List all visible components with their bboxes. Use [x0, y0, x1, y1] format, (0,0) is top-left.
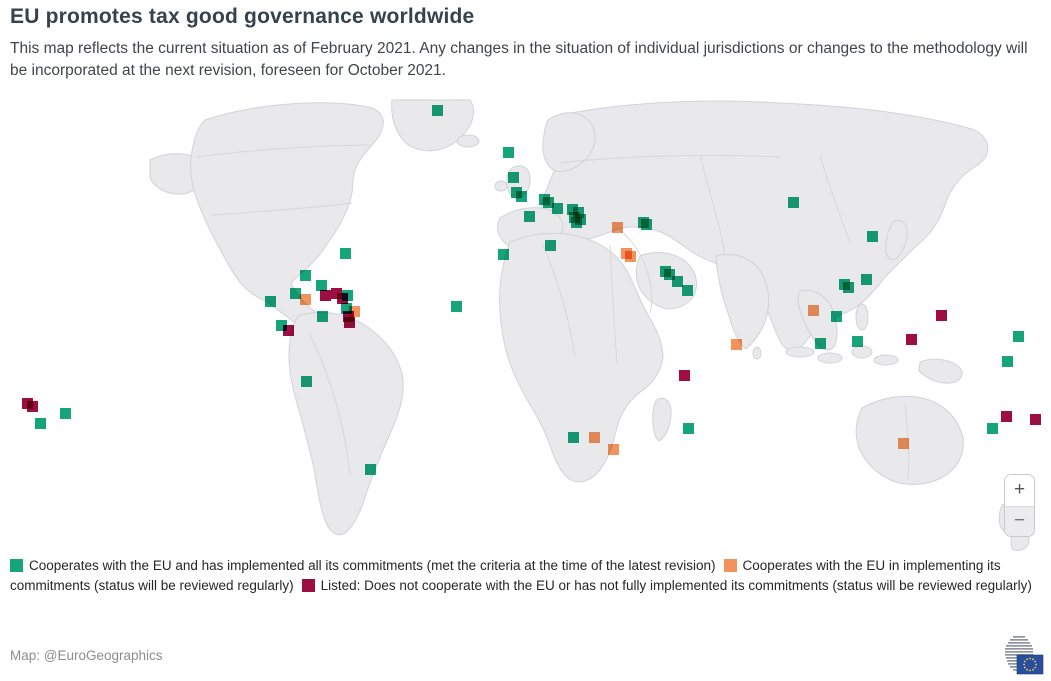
- map-marker-cooperates_implementing[interactable]: [730, 338, 742, 350]
- header: EU promotes tax good governance worldwid…: [10, 4, 1043, 82]
- map-marker-cooperates_implemented[interactable]: [986, 422, 998, 434]
- legend-label-cooperates_implemented: Cooperates with the EU and has implement…: [29, 558, 716, 573]
- map-marker-cooperates_implemented[interactable]: [567, 431, 579, 443]
- map-marker-cooperates_implementing[interactable]: [588, 431, 600, 443]
- map-marker-cooperates_implemented[interactable]: [830, 310, 842, 322]
- map-attribution: Map: @EuroGeographics: [10, 648, 163, 663]
- zoom-out-button[interactable]: −: [1005, 505, 1034, 536]
- page-title: EU promotes tax good governance worldwid…: [10, 5, 475, 28]
- map-marker-cooperates_implemented[interactable]: [275, 319, 287, 331]
- map-marker-cooperates_implementing[interactable]: [807, 304, 819, 316]
- map-marker-cooperates_implemented[interactable]: [507, 171, 519, 183]
- map-marker-cooperates_implemented[interactable]: [851, 335, 863, 347]
- legend-label-listed: Listed: Does not cooperate with the EU o…: [320, 577, 1032, 593]
- map-marker-cooperates_implementing[interactable]: [299, 293, 311, 305]
- map-marker-listed[interactable]: [1029, 413, 1041, 425]
- map-marker-cooperates_implemented[interactable]: [339, 247, 351, 259]
- map-marker-cooperates_implemented[interactable]: [300, 375, 312, 387]
- zoom-in-button[interactable]: +: [1005, 475, 1034, 506]
- map-land: [149, 99, 1030, 552]
- map-marker-cooperates_implemented[interactable]: [542, 196, 554, 208]
- map-marker-cooperates_implementing[interactable]: [611, 221, 623, 233]
- map-marker-listed[interactable]: [319, 289, 331, 301]
- map-marker-listed[interactable]: [678, 369, 690, 381]
- map-marker-cooperates_implemented[interactable]: [640, 218, 652, 230]
- map-marker-cooperates_implemented[interactable]: [497, 248, 509, 260]
- map-marker-cooperates_implemented[interactable]: [682, 422, 694, 434]
- legend-swatch-cooperates_implemented: [10, 559, 23, 572]
- map-marker-cooperates_implemented[interactable]: [316, 310, 328, 322]
- map-marker-cooperates_implemented[interactable]: [860, 273, 872, 285]
- map-marker-cooperates_implemented[interactable]: [787, 196, 799, 208]
- map-marker-cooperates_implemented[interactable]: [551, 202, 563, 214]
- legend-swatch-listed: [301, 578, 315, 592]
- world-map[interactable]: + −: [0, 95, 1051, 555]
- map-marker-cooperates_implemented[interactable]: [34, 417, 46, 429]
- council-of-the-eu-logo[interactable]: [999, 633, 1045, 679]
- map-zoom-controls: + −: [1004, 474, 1035, 537]
- map-marker-cooperates_implemented[interactable]: [340, 302, 352, 314]
- map-marker-cooperates_implemented[interactable]: [315, 279, 327, 291]
- map-marker-cooperates_implemented[interactable]: [515, 190, 527, 202]
- map-marker-listed[interactable]: [282, 324, 294, 336]
- map-marker-cooperates_implemented[interactable]: [663, 268, 675, 280]
- map-marker-cooperates_implementing[interactable]: [607, 443, 619, 455]
- page-subtitle: This map reflects the current situation …: [10, 40, 1028, 80]
- map-marker-cooperates_implemented[interactable]: [289, 287, 301, 299]
- map-marker-cooperates_implemented[interactable]: [866, 230, 878, 242]
- map-marker-cooperates_implemented[interactable]: [570, 216, 582, 228]
- map-marker-cooperates_implemented[interactable]: [523, 210, 535, 222]
- map-marker-cooperates_implemented[interactable]: [364, 463, 376, 475]
- map-marker-cooperates_implemented[interactable]: [1012, 330, 1024, 342]
- map-marker-listed[interactable]: [342, 310, 354, 322]
- map-marker-cooperates_implemented[interactable]: [431, 104, 443, 116]
- map-marker-cooperates_implementing[interactable]: [897, 437, 909, 449]
- map-marker-cooperates_implemented[interactable]: [544, 239, 556, 251]
- map-marker-cooperates_implementing[interactable]: [348, 305, 360, 317]
- map-marker-listed[interactable]: [330, 287, 342, 299]
- map-marker-listed[interactable]: [343, 316, 355, 328]
- map-marker-listed[interactable]: [1000, 410, 1012, 422]
- map-marker-cooperates_implemented[interactable]: [671, 275, 683, 287]
- map-marker-listed[interactable]: [336, 292, 348, 304]
- legend-swatch-cooperates_implementing: [723, 559, 737, 572]
- map-marker-cooperates_implemented[interactable]: [299, 269, 311, 281]
- map-marker-cooperates_implemented[interactable]: [842, 281, 854, 293]
- map-marker-cooperates_implementing[interactable]: [624, 250, 636, 262]
- map-marker-cooperates_implemented[interactable]: [1001, 355, 1013, 367]
- map-marker-cooperates_implemented[interactable]: [450, 300, 462, 312]
- map-marker-listed[interactable]: [935, 309, 947, 321]
- map-marker-listed[interactable]: [26, 400, 38, 412]
- legend-label-cooperates_implementing: Cooperates with the EU in implementing i…: [10, 558, 1001, 593]
- map-marker-cooperates_implemented[interactable]: [264, 295, 276, 307]
- legend: Cooperates with the EU and has implement…: [10, 556, 1043, 595]
- map-marker-cooperates_implemented[interactable]: [59, 407, 71, 419]
- map-marker-cooperates_implemented[interactable]: [814, 337, 826, 349]
- map-marker-cooperates_implemented[interactable]: [681, 284, 693, 296]
- map-marker-listed[interactable]: [905, 333, 917, 345]
- map-marker-cooperates_implemented[interactable]: [566, 203, 578, 215]
- map-marker-cooperates_implemented[interactable]: [502, 146, 514, 158]
